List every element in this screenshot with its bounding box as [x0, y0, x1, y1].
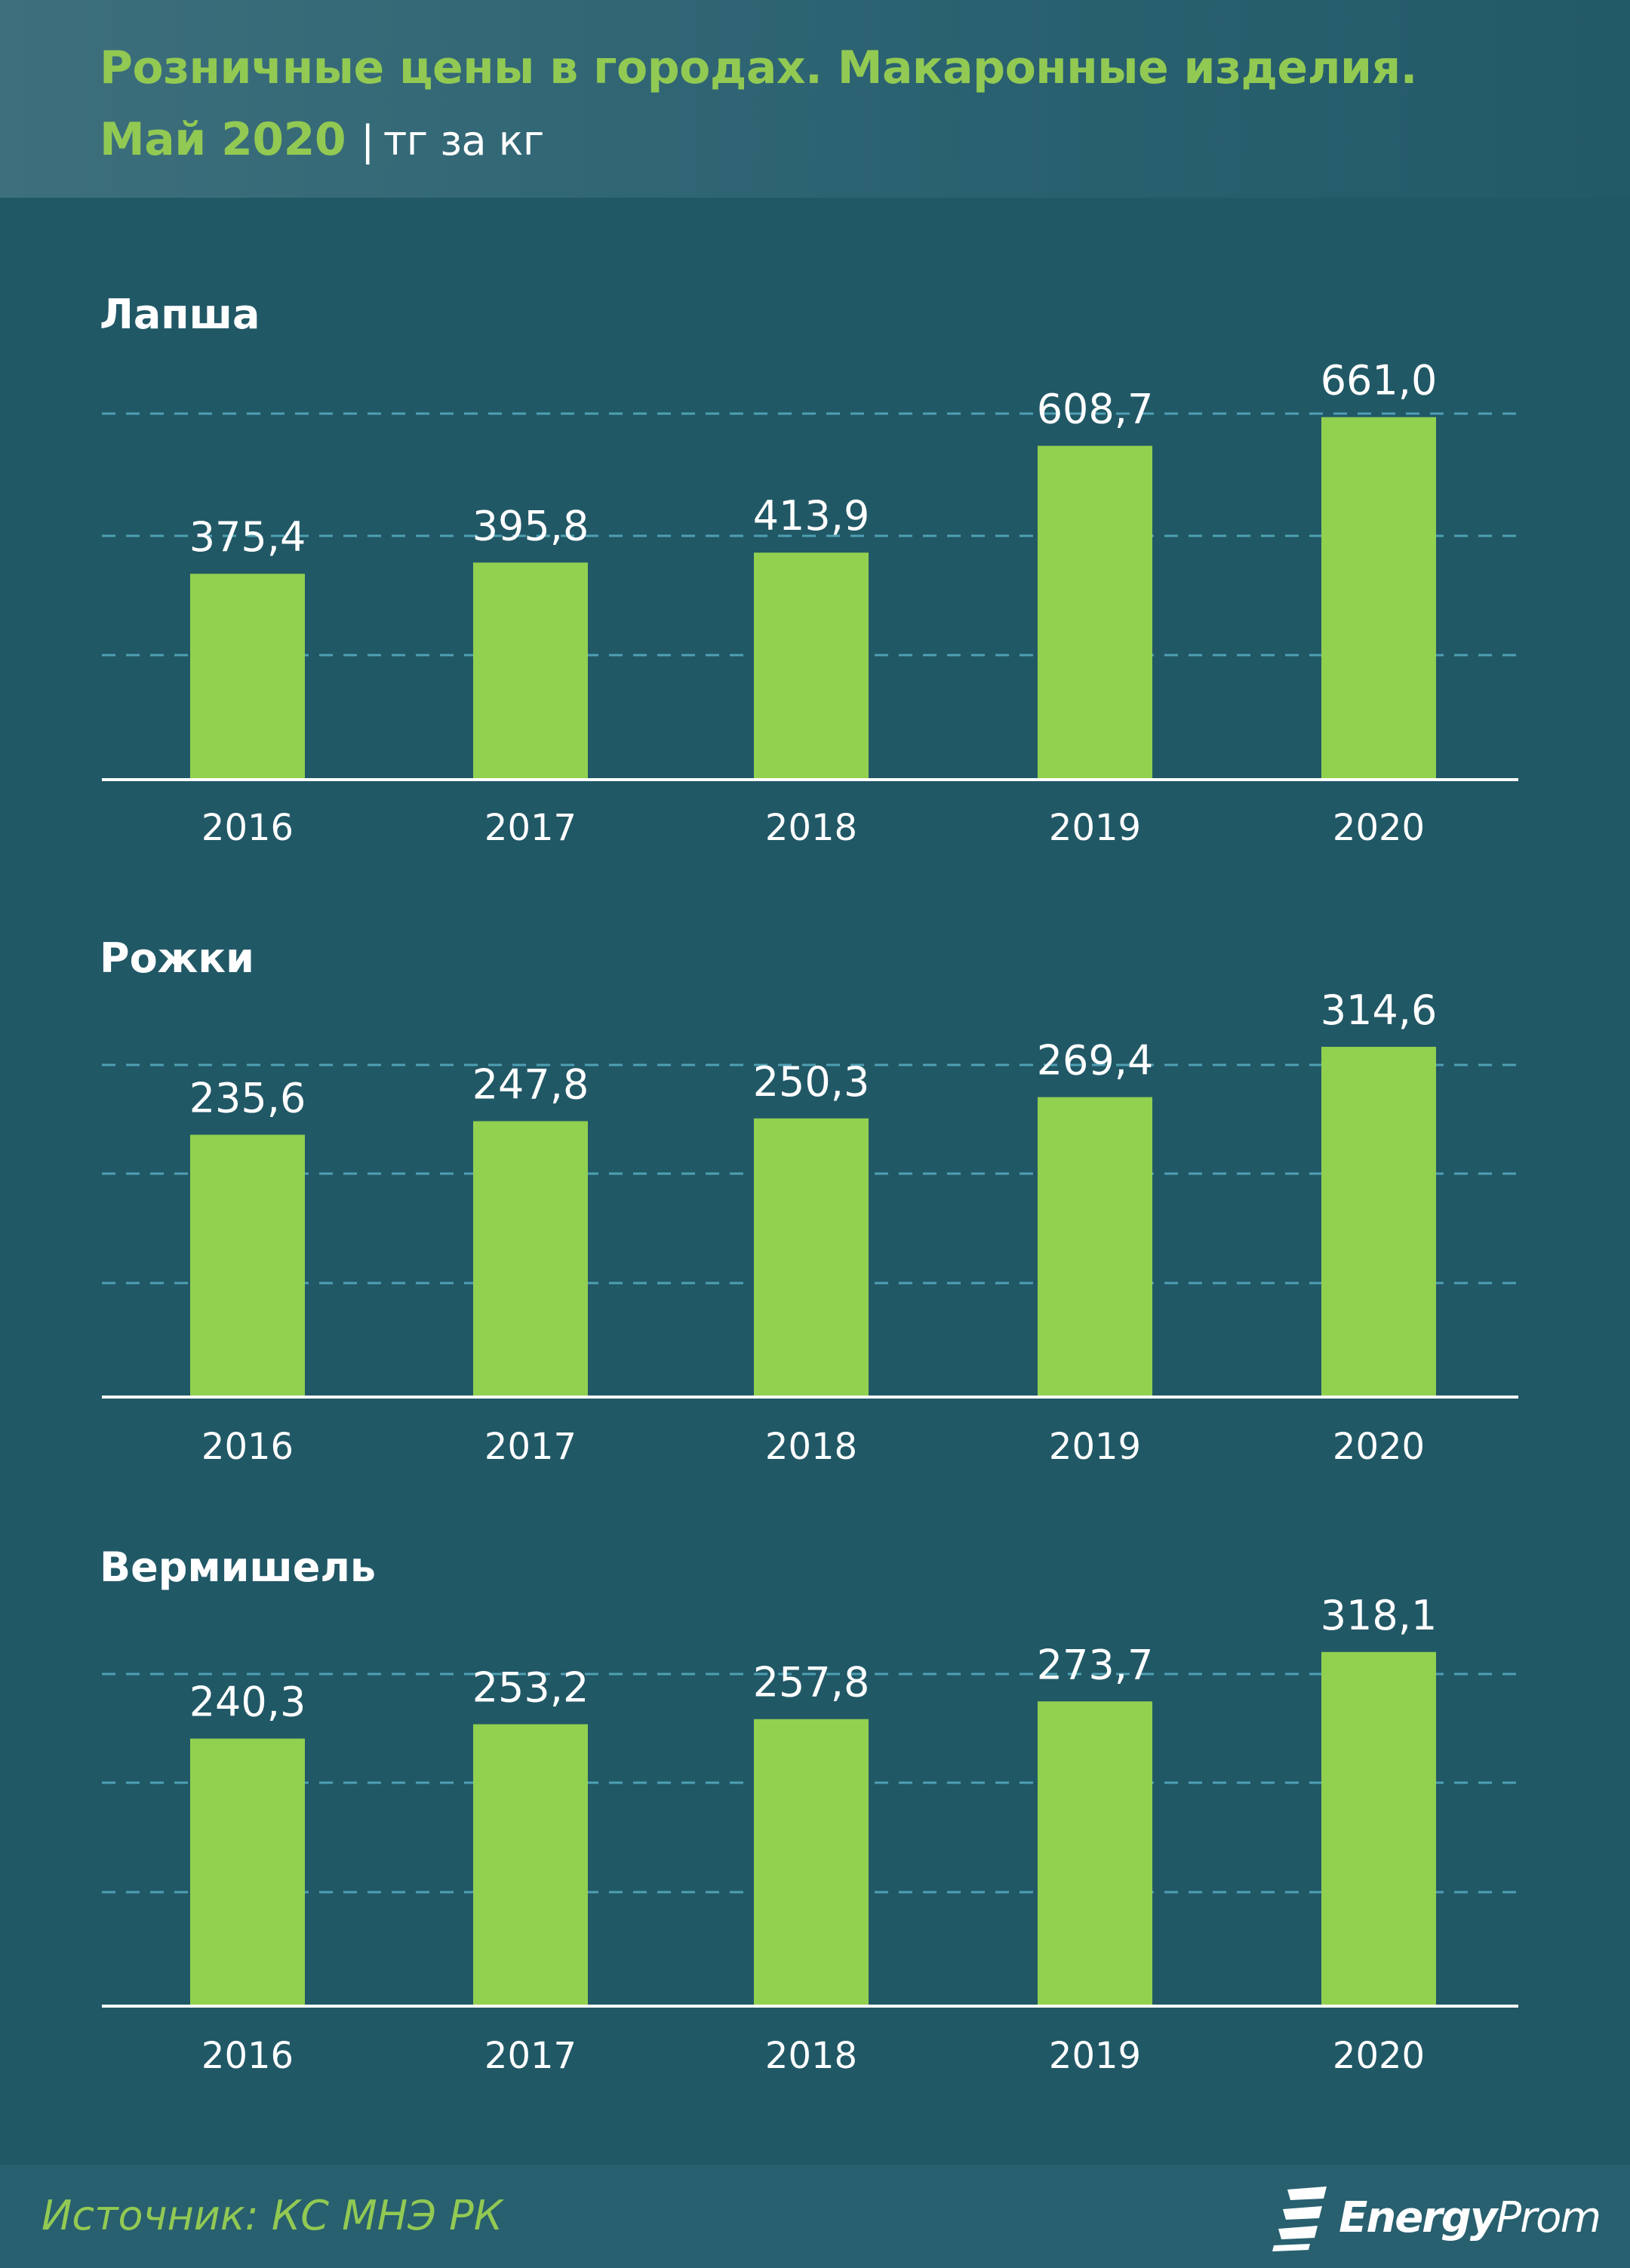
x-tick-label: 2018 [765, 807, 857, 849]
page-title-unit: тг за кг [383, 117, 544, 165]
data-label: 257,8 [753, 1659, 870, 1706]
header-band: Розничные цены в городах. Макаронные изд… [0, 0, 1630, 198]
page-title-line2: Май 2020 | тг за кг [100, 113, 544, 166]
data-label: 269,4 [1037, 1037, 1154, 1085]
source-note: Источник: КС МНЭ РК [42, 2192, 503, 2239]
x-tick-label: 2018 [765, 1426, 857, 1468]
x-tick-label: 2016 [201, 807, 294, 849]
bar-2019 [1038, 1097, 1152, 1397]
page-title-period: Май 2020 [100, 113, 346, 166]
data-label: 661,0 [1321, 357, 1438, 405]
x-tick-label: 2020 [1333, 1426, 1425, 1468]
bar-2019 [1038, 1701, 1152, 2006]
bar-2017 [473, 1121, 588, 1397]
bar-2018 [754, 1719, 869, 2006]
page-title-line1: Розничные цены в городах. Макаронные изд… [100, 42, 1417, 94]
brand-name: EnergyProm [1339, 2193, 1601, 2242]
data-label: 413,9 [753, 492, 870, 540]
bar-2016 [190, 1134, 305, 1397]
brand-name-part2: Prom [1496, 2193, 1601, 2242]
bar-2020 [1321, 1651, 1436, 2006]
data-label: 314,6 [1321, 986, 1438, 1034]
x-tick-label: 2020 [1333, 807, 1425, 849]
x-tick-label: 2020 [1333, 2035, 1425, 2077]
chart-lapsha: Лапша 375,4 2016 395,8 2017 413,9 2018 608,7 201… [100, 291, 1518, 849]
chart-title: Лапша [100, 291, 260, 338]
chart-rozhki: Рожки 235,6 2016 247,8 2017 250,3 2018 269,4 201… [100, 934, 1518, 1468]
x-tick-label: 2018 [765, 2035, 857, 2077]
bar-2017 [473, 1724, 588, 2006]
chart-vermishel: Вермишель 240,3 2016 253,2 2017 257,8 2018 273,… [100, 1543, 1518, 2077]
footer-band: Источник: КС МНЭ РК EnergyProm [0, 2165, 1630, 2268]
data-label: 235,6 [189, 1074, 306, 1122]
data-label: 247,8 [472, 1060, 589, 1108]
data-label: 375,4 [189, 513, 306, 561]
x-tick-label: 2019 [1049, 1426, 1141, 1468]
bar-2018 [754, 552, 869, 780]
data-label: 608,7 [1037, 386, 1154, 433]
x-tick-label: 2017 [484, 2035, 577, 2077]
bar-2019 [1038, 445, 1152, 780]
x-tick-label: 2016 [201, 1426, 294, 1468]
x-tick-label: 2017 [484, 1426, 577, 1468]
brand-name-part1: Energy [1339, 2193, 1497, 2242]
chart-title: Вермишель [100, 1543, 376, 1591]
data-label: 395,8 [472, 502, 589, 549]
chart-title: Рожки [100, 934, 254, 982]
title-separator: | [361, 117, 374, 165]
x-tick-label: 2016 [201, 2035, 294, 2077]
bar-2017 [473, 562, 588, 780]
x-tick-label: 2019 [1049, 2035, 1141, 2077]
bar-2018 [754, 1118, 869, 1397]
data-label: 253,2 [472, 1664, 589, 1712]
bar-2016 [190, 574, 305, 780]
data-label: 240,3 [189, 1679, 306, 1726]
energyprom-logo-icon [1272, 2186, 1327, 2251]
x-tick-label: 2017 [484, 807, 577, 849]
bar-2020 [1321, 417, 1436, 780]
bar-2020 [1321, 1046, 1436, 1397]
brand-logo: EnergyProm [1272, 2180, 1601, 2255]
x-tick-label: 2019 [1049, 807, 1141, 849]
bar-2016 [190, 1738, 305, 2006]
data-label: 273,7 [1037, 1641, 1154, 1688]
data-label: 318,1 [1321, 1592, 1438, 1639]
data-label: 250,3 [753, 1058, 870, 1106]
